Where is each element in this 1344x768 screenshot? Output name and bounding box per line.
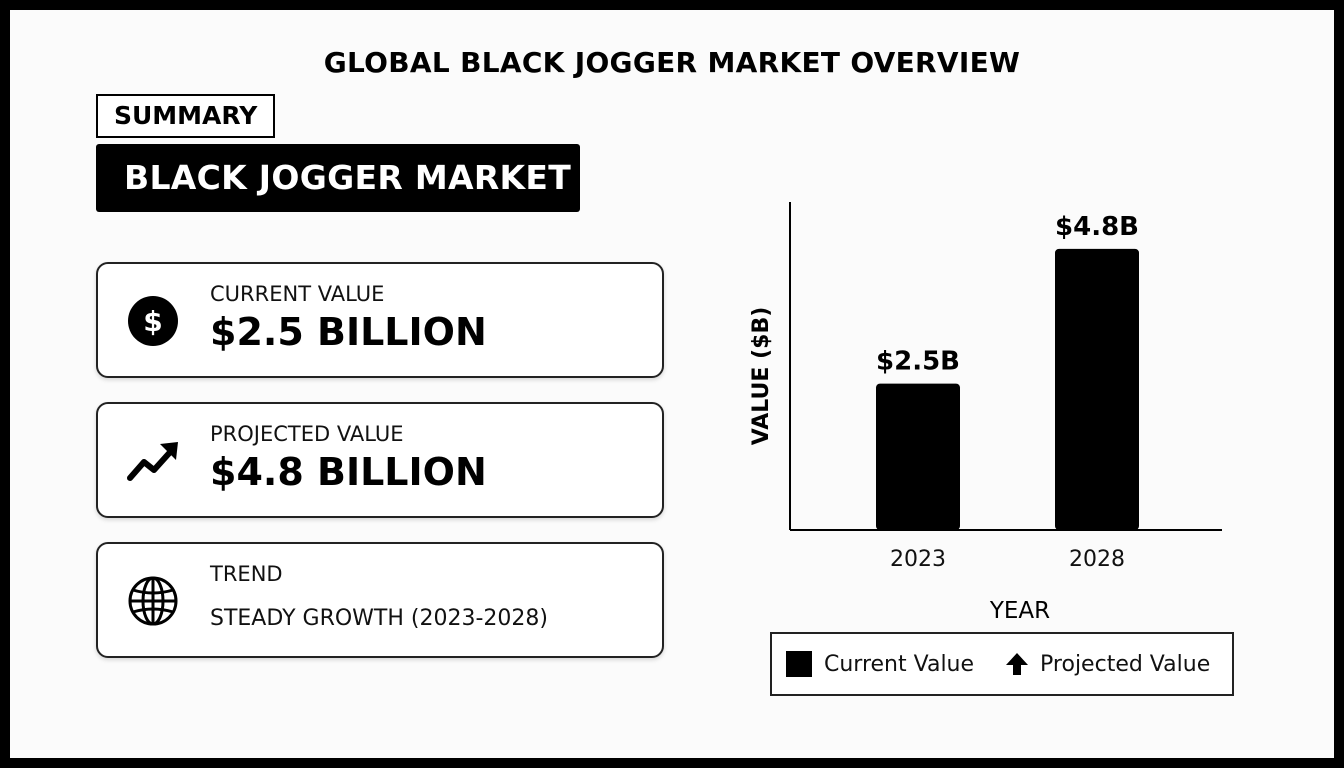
globe-icon — [128, 576, 178, 626]
market-title-banner: BLACK JOGGER MARKET — [96, 144, 580, 212]
x-tick-label-2023: 2023 — [890, 547, 946, 572]
current-value-swatch — [786, 651, 812, 677]
data-label-2023: $2.5B — [876, 347, 960, 377]
x-axis-title: YEAR — [989, 598, 1050, 624]
chart-legend: Current Value Projected Value — [770, 632, 1234, 696]
current-value-label: CURRENT VALUE — [210, 282, 385, 306]
infographic-canvas: GLOBAL BLACK JOGGER MARKET OVERVIEW SUMM… — [10, 10, 1334, 758]
trend-value: STEADY GROWTH (2023-2028) — [210, 606, 548, 631]
x-tick-label-2028: 2028 — [1069, 547, 1125, 572]
legend-current-value: Current Value — [824, 651, 975, 677]
summary-tag: SUMMARY — [96, 94, 276, 138]
projected-value-amount: $4.8 BILLION — [210, 450, 487, 494]
current-value-amount: $2.5 BILLION — [210, 310, 487, 354]
bar-2023 — [876, 383, 960, 530]
y-axis-title: VALUE ($B) — [749, 307, 774, 446]
svg-text:$: $ — [143, 305, 162, 338]
bar-2028 — [1055, 248, 1139, 530]
trend-label: TREND — [210, 562, 283, 586]
bar-chart: $2.5B 2023 $4.8B 2028 YEAR VALUE ($B) — [749, 202, 1222, 624]
projected-value-label: PROJECTED VALUE — [210, 422, 404, 446]
page-title: GLOBAL BLACK JOGGER MARKET OVERVIEW — [323, 46, 1021, 79]
current-value-card: $ CURRENT VALUE $2.5 BILLION — [96, 262, 664, 378]
up-arrow-icon — [1006, 653, 1029, 675]
trend-card: TREND STEADY GROWTH (2023-2028) — [96, 542, 664, 658]
trend-up-icon — [127, 442, 178, 481]
dollar-icon: $ — [128, 296, 178, 346]
projected-value-card: PROJECTED VALUE $4.8 BILLION — [96, 402, 664, 518]
legend-projected-value: Projected Value — [1040, 651, 1211, 677]
data-label-2028: $4.8B — [1055, 212, 1139, 242]
